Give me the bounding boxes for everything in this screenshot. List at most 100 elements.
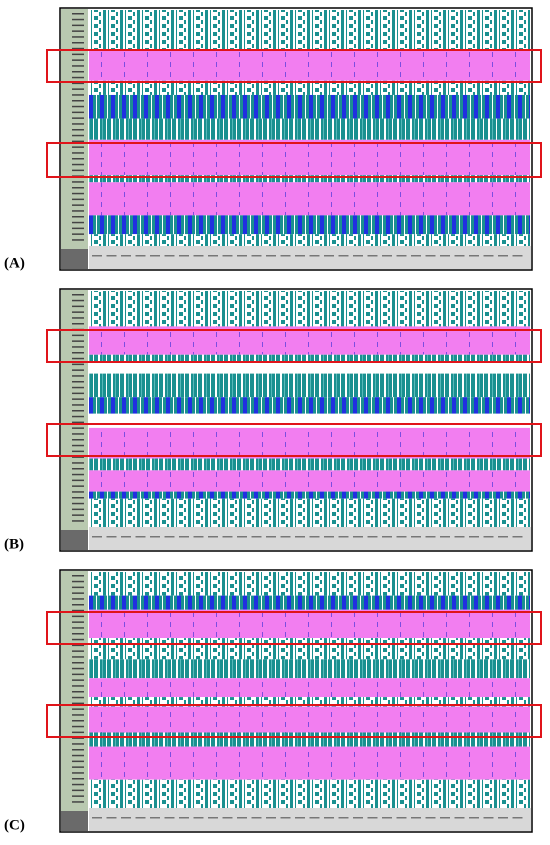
axis-tick-text: [72, 462, 84, 464]
axis-tick-text: [72, 210, 84, 212]
axis-tick-text: [72, 783, 84, 786]
axis-tick-text: [150, 255, 160, 257]
axis-tick-text: [280, 817, 291, 819]
axis-tick-text: [72, 444, 84, 447]
axis-tick-text: [72, 192, 84, 195]
axis-tick-text: [72, 299, 84, 302]
axis-tick-text: [266, 255, 276, 257]
axis-tick-text: [72, 129, 84, 131]
axis-tick-text: [193, 255, 204, 257]
axis-tick-text: [295, 536, 305, 538]
panel-label: (A): [4, 255, 25, 271]
axis-tick-text: [222, 255, 233, 257]
axis-tick-text: [367, 255, 378, 257]
axis-tick-text: [72, 725, 84, 728]
axis-tick-text: [324, 817, 334, 819]
axis-tick-text: [121, 817, 131, 819]
structure-band: [89, 215, 530, 235]
axis-tick-text: [72, 381, 84, 383]
axis-tick-text: [512, 536, 523, 538]
axis-tick-text: [266, 817, 276, 819]
axis-tick-text: [72, 754, 84, 757]
axis-tick-text: [72, 468, 84, 470]
structure-band: [89, 139, 530, 176]
axis-tick-text: [295, 817, 305, 819]
structure-band: [89, 678, 530, 698]
axis-tick-text: [72, 59, 84, 61]
axis-tick-text: [72, 667, 84, 670]
axis-tick-text: [72, 604, 84, 606]
axis-tick-text: [72, 772, 84, 774]
axis-tick-text: [382, 255, 392, 257]
axis-tick-text: [72, 94, 84, 96]
axis-tick-text: [72, 473, 84, 476]
corner-box: [61, 530, 88, 550]
axis-tick-text: [72, 294, 84, 296]
axis-tick-text: [425, 255, 436, 257]
axis-tick-text: [72, 410, 84, 412]
axis-tick-text: [72, 386, 84, 389]
axis-tick-text: [382, 817, 392, 819]
structure-band: [89, 746, 530, 780]
axis-tick-text: [338, 255, 349, 257]
structure-band: [89, 498, 530, 527]
structure-band: [89, 397, 530, 414]
axis-tick-text: [72, 766, 84, 768]
axis-tick-text: [483, 255, 494, 257]
structure-band: [89, 697, 530, 707]
axis-tick-text: [72, 363, 84, 366]
structure-band: [89, 427, 530, 459]
axis-tick-text: [338, 817, 349, 819]
structure-band: [89, 291, 530, 327]
axis-tick-text: [72, 146, 84, 148]
axis-tick-text: [295, 255, 305, 257]
axis-tick-text: [72, 71, 84, 73]
axis-tick-text: [106, 255, 117, 257]
axis-tick-text: [72, 334, 84, 337]
axis-tick-text: [483, 536, 494, 538]
axis-tick-text: [72, 491, 84, 493]
axis-tick-text: [222, 817, 233, 819]
axis-tick-text: [72, 720, 84, 722]
axis-tick-text: [72, 609, 84, 612]
axis-tick-text: [72, 105, 84, 108]
axis-tick-text: [251, 536, 262, 538]
axis-tick-text: [396, 817, 407, 819]
axis-tick-text: [72, 152, 84, 154]
axis-tick-text: [72, 479, 84, 482]
axis-tick-text: [150, 817, 160, 819]
axis-tick-text: [72, 18, 84, 21]
axis-tick-text: [72, 598, 84, 600]
axis-tick-text: [72, 100, 84, 102]
axis-tick-text: [367, 817, 378, 819]
axis-tick-text: [454, 817, 465, 819]
structure-band: [89, 706, 530, 733]
axis-tick-text: [72, 398, 84, 400]
structure-band: [89, 595, 530, 610]
axis-tick-text: [72, 323, 84, 325]
axis-tick-text: [72, 633, 84, 635]
axis-tick-text: [353, 536, 363, 538]
axis-tick-text: [72, 743, 84, 745]
structure-band: [89, 175, 530, 183]
axis-tick-text: [280, 255, 291, 257]
axis-tick-text: [72, 123, 84, 125]
axis-tick-text: [72, 340, 84, 342]
axis-tick-text: [72, 305, 84, 308]
axis-tick-text: [425, 536, 436, 538]
axis-tick-text: [72, 749, 84, 751]
axis-tick-text: [483, 817, 494, 819]
axis-tick-text: [106, 817, 117, 819]
axis-tick-text: [72, 163, 84, 166]
structure-band: [89, 572, 530, 596]
axis-tick-text: [72, 650, 84, 652]
highlight-box: [46, 329, 542, 363]
axis-tick-text: [72, 656, 84, 658]
axis-tick-text: [72, 204, 84, 206]
axis-tick-text: [251, 817, 262, 819]
structure-band: [89, 779, 530, 808]
time-axis: [89, 527, 531, 550]
axis-tick-text: [266, 536, 276, 538]
structure-band: [89, 234, 530, 246]
